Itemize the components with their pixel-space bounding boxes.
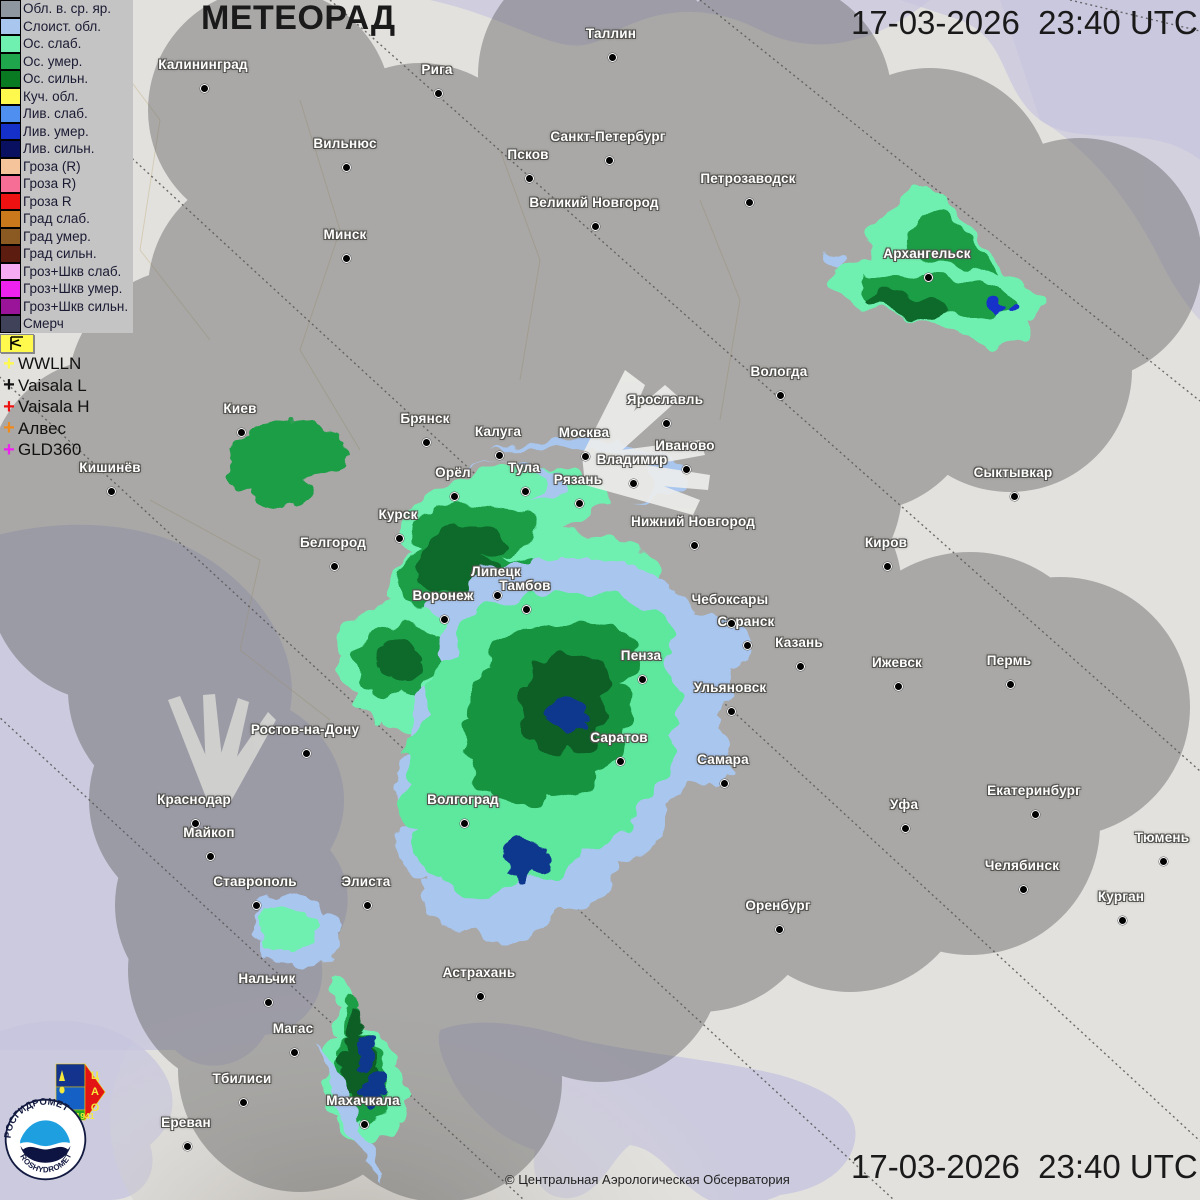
svg-text:А: А [91,1086,99,1098]
svg-text:Ц: Ц [91,1070,99,1082]
